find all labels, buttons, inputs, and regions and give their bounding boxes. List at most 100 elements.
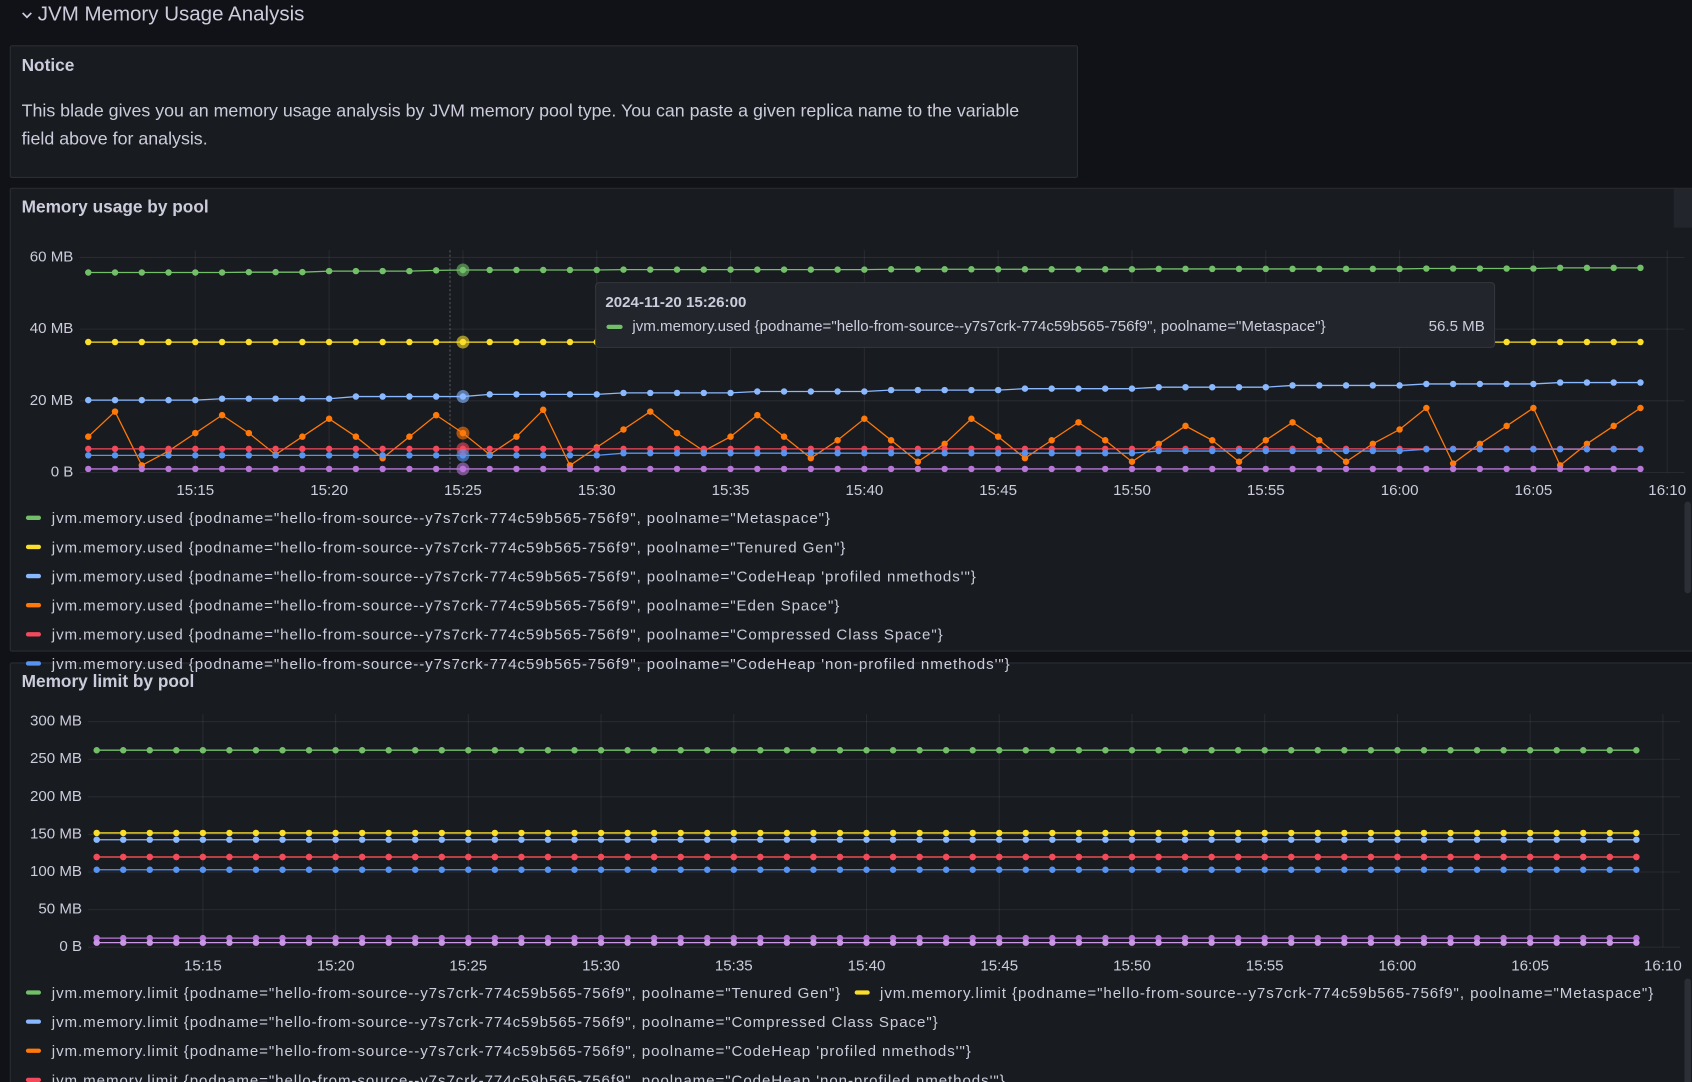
data-point: [704, 934, 711, 942]
legend-item[interactable]: jvm.memory.limit {podname="hello-from-so…: [25, 1065, 1006, 1082]
data-point: [730, 866, 738, 873]
data-point: [727, 449, 734, 457]
data-point: [1342, 465, 1350, 473]
data-point: [1314, 939, 1322, 946]
data-point: [916, 866, 923, 873]
data-point: [1075, 449, 1082, 457]
data-point: [199, 853, 207, 861]
data-point: [1637, 465, 1644, 473]
data-point: [700, 266, 708, 273]
data-point: [566, 452, 574, 459]
data-point: [539, 406, 547, 414]
data-point: [1208, 939, 1215, 946]
data-point: [412, 934, 419, 942]
legend-item[interactable]: jvm.memory.used {podname="hello-from-sou…: [25, 561, 977, 590]
data-point: [352, 433, 360, 440]
data-point: [1048, 465, 1055, 473]
legend-item[interactable]: jvm.memory.limit {podname="hello-from-so…: [25, 1007, 939, 1036]
data-point: [1367, 829, 1375, 837]
data-point: [1208, 866, 1215, 873]
data-point: [518, 866, 525, 873]
data-point: [942, 853, 950, 861]
legend-item[interactable]: jvm.memory.used {podname="hello-from-sou…: [25, 590, 840, 619]
data-point: [889, 934, 897, 942]
legend-item[interactable]: jvm.memory.limit {podname="hello-from-so…: [854, 977, 1654, 1006]
legend-item[interactable]: jvm.memory.used {podname="hello-from-sou…: [25, 503, 831, 532]
data-point: [1553, 747, 1560, 754]
data-point: [412, 866, 419, 873]
data-point: [245, 338, 253, 346]
data-point: [165, 465, 172, 473]
data-point: [192, 465, 199, 473]
data-point: [1369, 447, 1377, 455]
data-point: [1128, 934, 1136, 942]
data-point: [1049, 853, 1056, 861]
data-point: [1580, 829, 1587, 837]
data-point: [700, 389, 708, 397]
data-point: [279, 939, 286, 946]
panel-menu[interactable]: [1673, 188, 1692, 228]
data-point: [385, 836, 392, 843]
data-point: [1048, 437, 1055, 444]
data-point: [969, 747, 976, 754]
data-point: [783, 853, 791, 861]
data-point: [138, 445, 146, 453]
data-point: [1633, 934, 1640, 942]
data-point: [518, 829, 525, 837]
data-point: [1447, 829, 1454, 837]
data-point: [677, 866, 684, 873]
data-point: [1610, 264, 1617, 272]
data-point: [597, 866, 605, 873]
data-point: [1610, 338, 1617, 346]
row-header[interactable]: JVM Memory Usage Analysis: [22, 2, 305, 28]
tooltip-title: 2024-11-20 15:26:00: [605, 294, 746, 311]
legend-item[interactable]: jvm.memory.limit {podname="hello-from-so…: [25, 1036, 972, 1065]
data-point: [119, 866, 127, 873]
data-point: [1261, 836, 1268, 843]
data-point: [1155, 866, 1162, 873]
data-point: [325, 395, 333, 402]
legend-item[interactable]: jvm.memory.limit {podname="hello-from-so…: [25, 977, 841, 1006]
data-point: [1367, 836, 1375, 843]
legend-item[interactable]: jvm.memory.used {podname="hello-from-sou…: [25, 532, 846, 561]
data-point: [1369, 265, 1377, 273]
data-point: [673, 266, 681, 273]
data-point: [1449, 445, 1457, 453]
data-point: [465, 866, 472, 873]
data-point: [192, 452, 199, 459]
data-point: [996, 866, 1003, 873]
data-point: [593, 391, 600, 398]
data-point: [165, 445, 172, 453]
data-point: [1423, 380, 1430, 388]
data-point: [757, 747, 764, 754]
data-point: [406, 465, 413, 473]
data-point: [245, 429, 253, 437]
y-tick-label: 100 MB: [30, 863, 82, 880]
legend-item[interactable]: jvm.memory.used {podname="hello-from-sou…: [25, 648, 1011, 677]
data-point: [1423, 445, 1430, 453]
data-point: [305, 836, 313, 843]
data-point: [385, 934, 392, 942]
y-tick-label: 0 B: [51, 464, 74, 481]
row-title: JVM Memory Usage Analysis: [37, 3, 305, 26]
legend-item[interactable]: jvm.memory.used {podname="hello-from-sou…: [25, 619, 944, 648]
data-point: [754, 411, 761, 419]
data-point: [1396, 265, 1403, 273]
data-point: [252, 829, 260, 837]
data-point: [624, 836, 631, 843]
data-point: [783, 836, 791, 843]
data-point: [836, 939, 844, 946]
data-point: [432, 411, 440, 419]
data-point: [704, 829, 711, 837]
data-point: [1580, 934, 1587, 942]
data-point: [146, 747, 154, 754]
data-point: [352, 465, 360, 473]
hover-point: [456, 448, 470, 462]
data-point: [1473, 747, 1481, 754]
data-point: [406, 433, 413, 440]
data-point: [593, 452, 600, 459]
data-point: [438, 853, 446, 861]
data-point: [1526, 939, 1534, 946]
data-point: [1209, 465, 1216, 473]
data-point: [889, 853, 897, 861]
